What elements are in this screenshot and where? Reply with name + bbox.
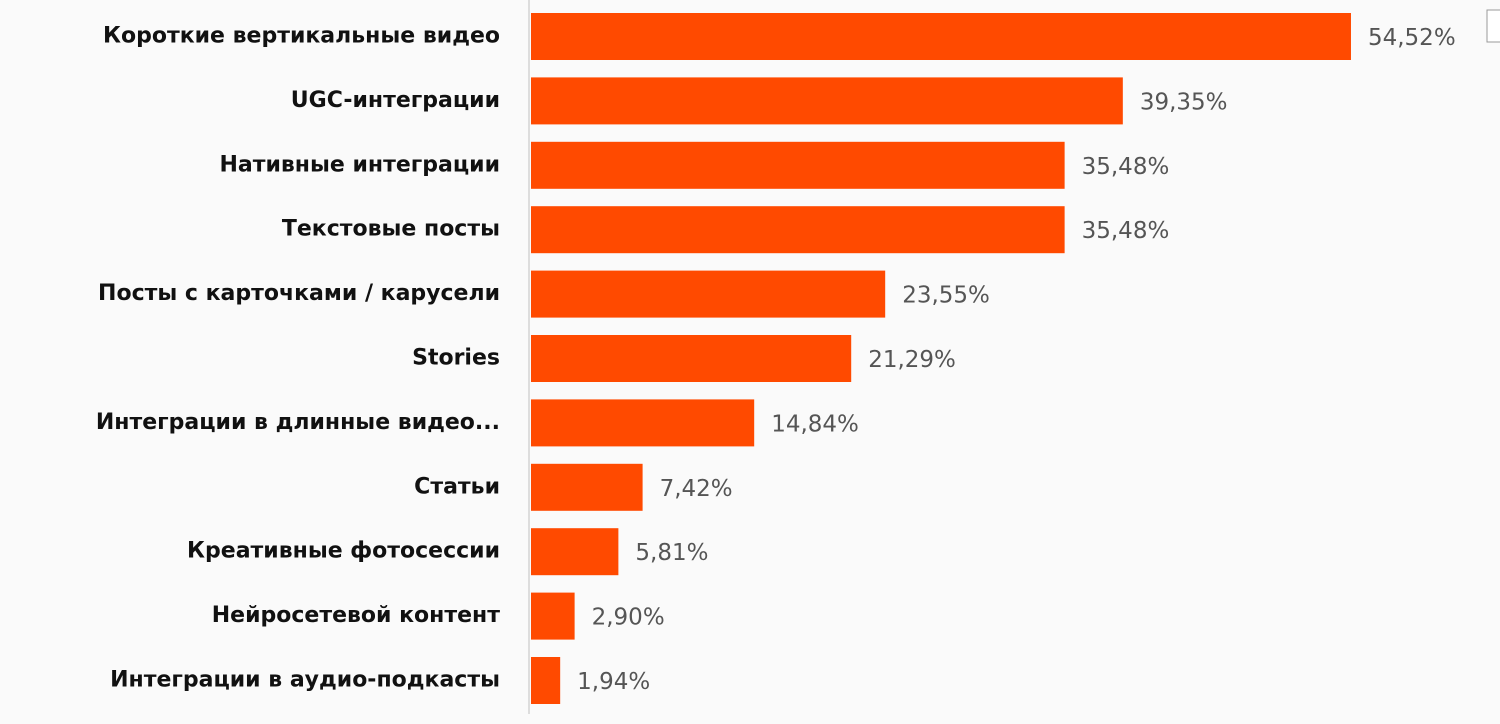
value-label: 5,81% [635,540,708,566]
category-label: Посты с карточками / карусели [98,281,500,306]
bar [531,528,619,576]
bar [531,141,1065,189]
value-label: 54,52% [1368,25,1456,51]
bar [531,657,561,704]
bar [531,270,886,318]
category-label: UGC-интеграции [291,88,500,113]
corner-box [1486,9,1500,43]
bar [531,206,1065,254]
value-label: 35,48% [1082,154,1170,180]
value-label: 1,94% [577,669,650,695]
bar [531,463,643,511]
value-label: 21,29% [868,347,956,373]
bar [531,592,575,640]
category-label: Статьи [414,474,500,499]
category-label: Короткие вертикальные видео [103,24,500,49]
category-label: Интеграции в длинные видео... [96,410,500,435]
value-label: 35,48% [1082,218,1170,244]
category-label: Нативные интеграции [219,152,500,177]
value-label: 14,84% [771,411,859,437]
category-label: Текстовые посты [282,217,500,242]
category-label: Нейросетевой контент [212,603,500,628]
bar [531,77,1123,125]
bar [531,13,1351,60]
value-label: 23,55% [902,283,990,309]
value-label: 7,42% [660,476,733,502]
value-label: 2,90% [592,605,665,631]
bar [531,335,852,382]
category-label: Интеграции в аудио-подкасты [110,668,500,693]
category-label: Креативные фотосессии [187,539,500,564]
category-label: Stories [412,346,500,371]
bar [531,399,755,447]
value-label: 39,35% [1140,89,1228,115]
